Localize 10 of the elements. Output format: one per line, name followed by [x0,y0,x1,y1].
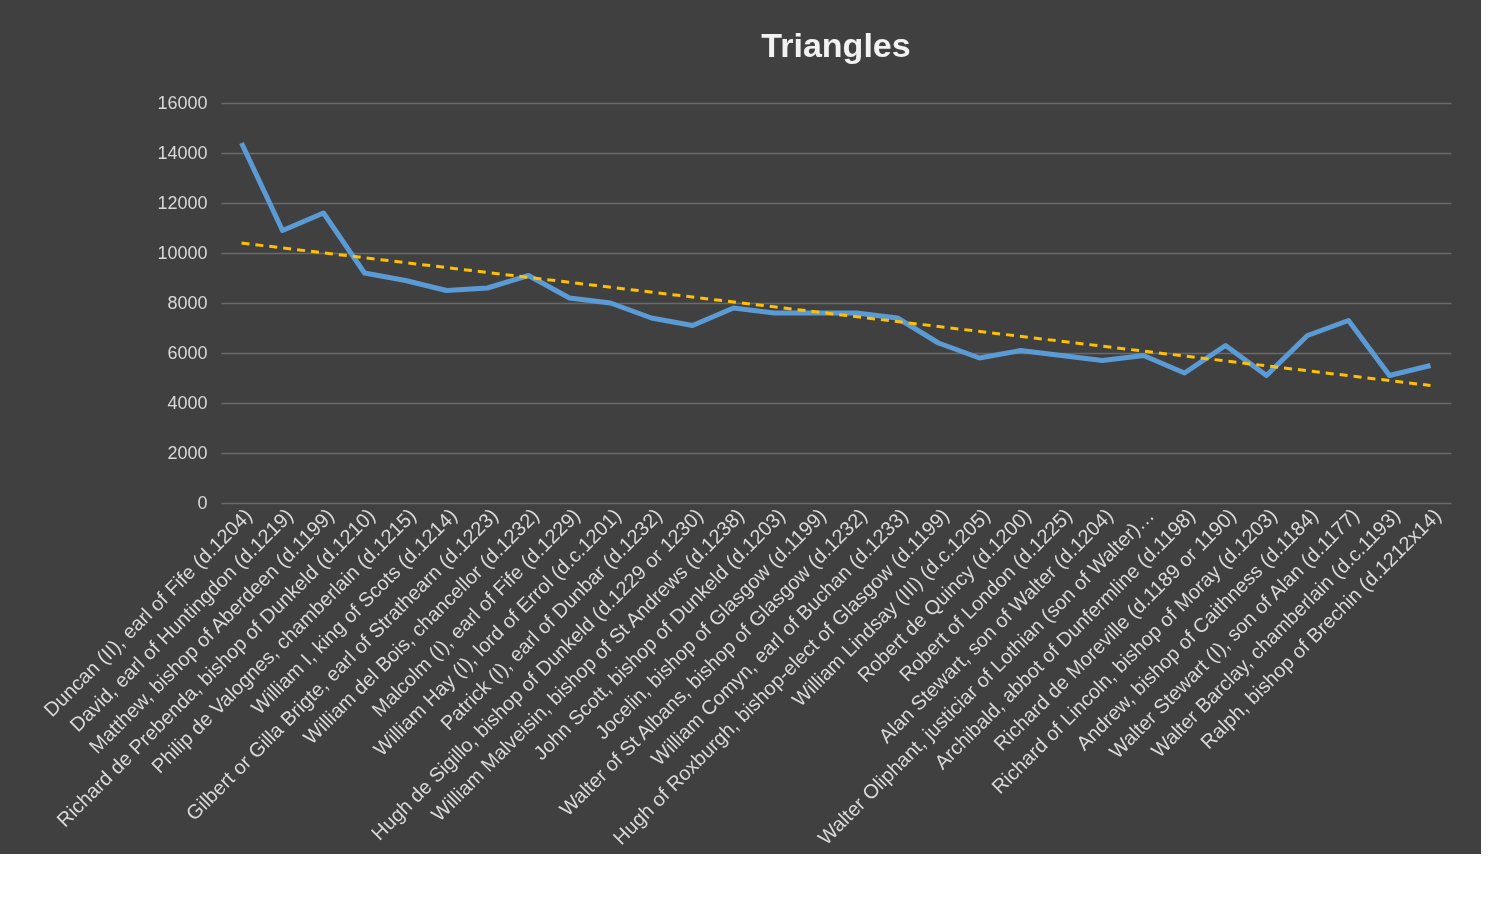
y-tick-label: 4000 [167,392,208,413]
y-tick-label: 8000 [167,292,208,313]
chart-title: Triangles [761,26,911,64]
y-tick-label: 14000 [157,142,208,163]
y-tick-label: 0 [197,492,208,513]
y-tick-label: 12000 [157,192,208,213]
y-tick-label: 2000 [167,442,208,463]
y-tick-label: 16000 [157,92,208,113]
y-tick-label: 6000 [167,342,208,363]
y-tick-label: 10000 [157,242,208,263]
